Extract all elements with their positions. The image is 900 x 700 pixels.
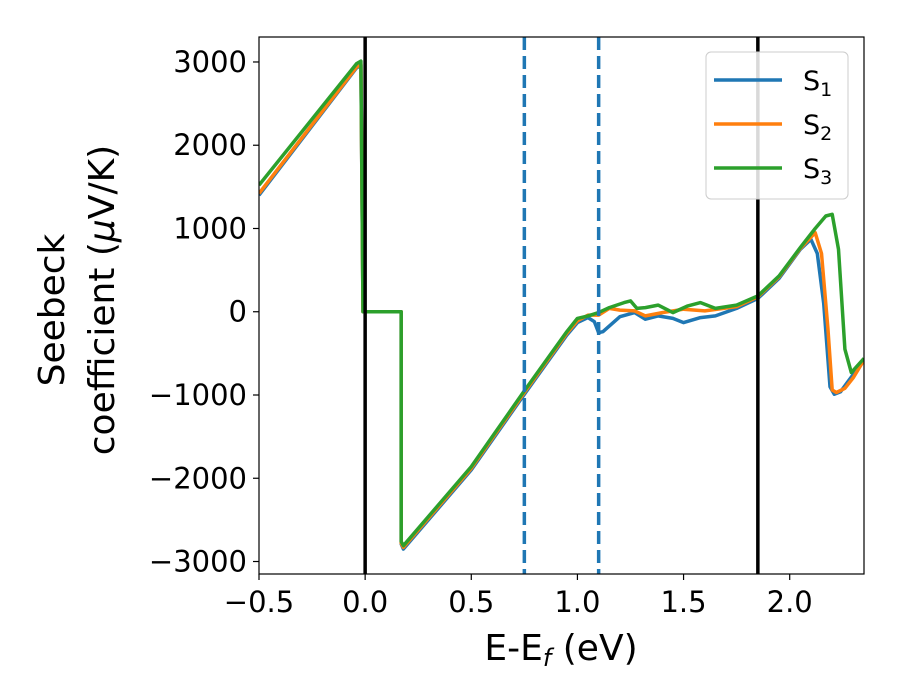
x-tick-label: 0.5 xyxy=(448,585,494,619)
axes-frame xyxy=(258,36,865,575)
plot-area xyxy=(259,37,864,574)
y-tick-label: −2000 xyxy=(149,461,247,495)
legend-label-s2: S2 xyxy=(803,110,832,145)
y-tick-label: 0 xyxy=(229,295,247,329)
y-tick-label: 3000 xyxy=(173,45,247,79)
y-tick-label: −1000 xyxy=(149,378,247,412)
y-axis-label-line1: Seebeck xyxy=(32,233,73,386)
y-axis-label-line2: coefficient (μV/K) xyxy=(82,145,123,455)
x-tick-label: 0.0 xyxy=(342,585,388,619)
legend: S1 S2 S3 xyxy=(705,51,849,200)
y-tick-label: 1000 xyxy=(173,211,247,245)
series-line-s3 xyxy=(259,59,864,548)
x-tick-label: 1.0 xyxy=(554,585,600,619)
x-tick-label: 2.0 xyxy=(767,585,813,619)
legend-label-s1: S1 xyxy=(803,66,832,101)
y-tick-label: 2000 xyxy=(173,128,247,162)
x-tick-label: −0.5 xyxy=(224,585,294,619)
legend-label-s3: S3 xyxy=(803,154,832,189)
x-axis-label: E-Ef (eV) xyxy=(484,628,637,672)
y-tick-label: −3000 xyxy=(149,545,247,579)
y-axis: −3000 −2000 −1000 0 1000 2000 3000 xyxy=(149,45,259,579)
x-tick-label: 1.5 xyxy=(660,585,706,619)
x-axis: −0.5 0.0 0.5 1.0 1.5 2.0 xyxy=(224,574,813,619)
